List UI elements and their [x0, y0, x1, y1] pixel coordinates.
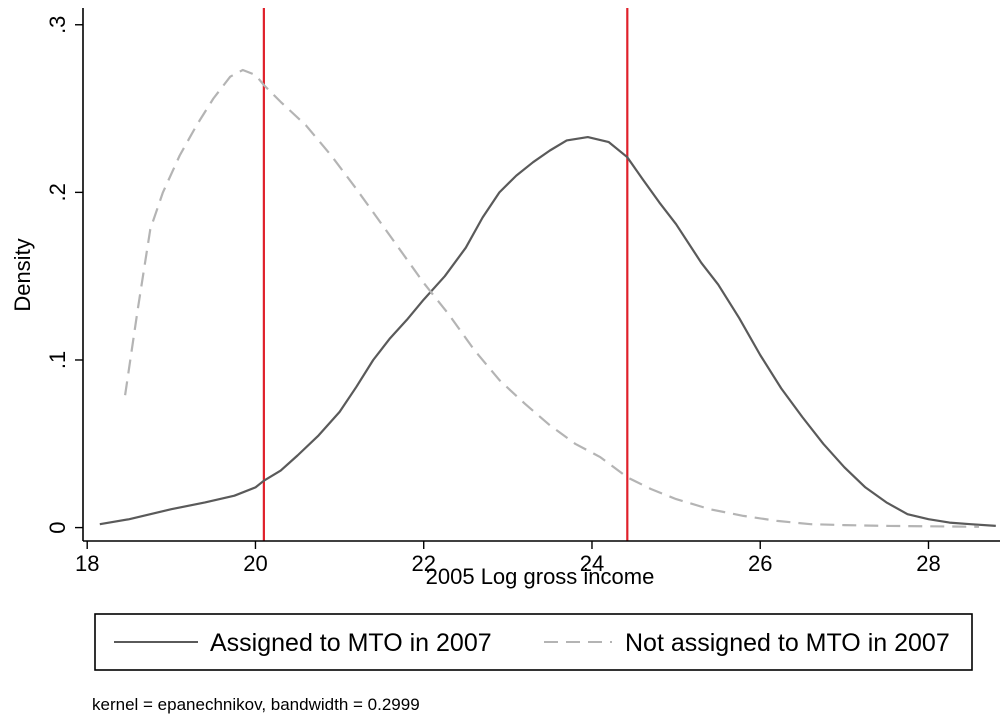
legend-label-assigned: Assigned to MTO in 2007	[210, 629, 492, 657]
reference-lines	[262, 8, 629, 541]
series-layer	[99, 68, 996, 528]
y-axis-ticks: 0 .1 .2 .3	[45, 16, 83, 534]
y-tick-label: .2	[45, 183, 70, 201]
kernel-note: kernel = epanechnikov, bandwidth = 0.299…	[92, 695, 420, 714]
y-tick-label: 0	[45, 521, 70, 533]
y-axis-title: Density	[10, 238, 35, 311]
x-tick-label: 24	[580, 551, 604, 576]
legend: Assigned to MTO in 2007 Not assigned to …	[94, 613, 973, 671]
y-tick-label: .1	[45, 351, 70, 369]
x-axis-ticks: 18 20 22 24 26 28	[75, 541, 941, 576]
y-tick-label: .3	[45, 16, 70, 34]
x-tick-label: 26	[748, 551, 772, 576]
series-line-not-assigned	[124, 68, 980, 528]
x-tick-label: 22	[411, 551, 435, 576]
series-line-assigned	[99, 136, 996, 527]
x-tick-label: 28	[916, 551, 940, 576]
x-tick-label: 18	[75, 551, 99, 576]
legend-label-not-assigned: Not assigned to MTO in 2007	[625, 629, 950, 657]
legend-box	[94, 613, 973, 671]
x-axis-title: 2005 Log gross income	[426, 564, 655, 589]
x-tick-label: 20	[243, 551, 267, 576]
